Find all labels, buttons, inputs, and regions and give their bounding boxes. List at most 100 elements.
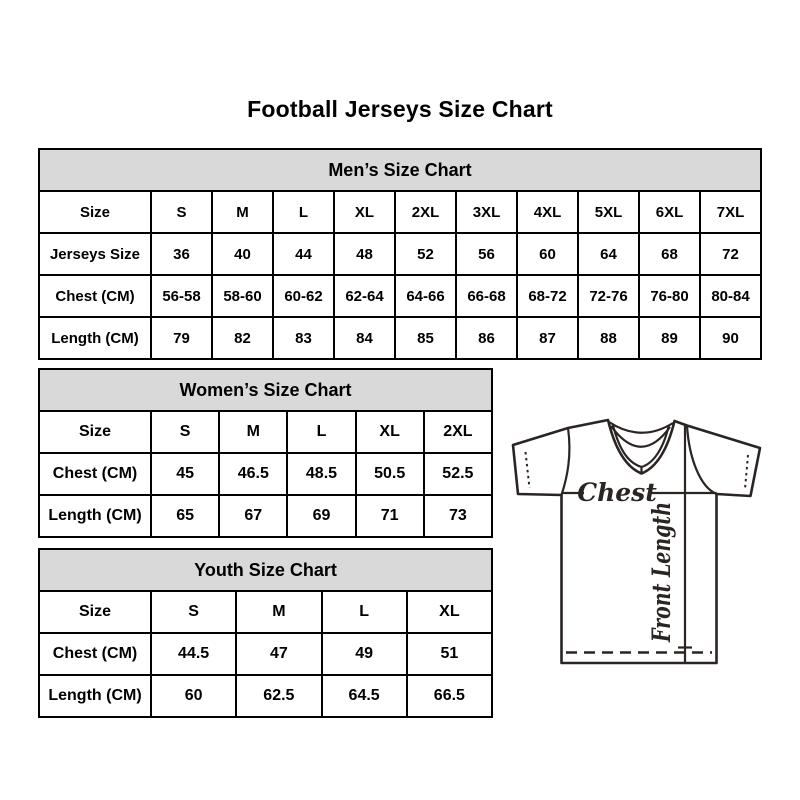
value-cell: 36 bbox=[150, 232, 213, 276]
collar-back-arc-inner bbox=[610, 425, 671, 448]
value-cell: 69 bbox=[286, 494, 357, 538]
front-length-label: Front Length bbox=[647, 502, 676, 643]
row-header-cell: Chest (CM) bbox=[38, 452, 152, 496]
value-cell: 76-80 bbox=[638, 274, 701, 318]
table-row: Size S M L XL bbox=[38, 590, 494, 634]
row-header-cell: Length (CM) bbox=[38, 316, 152, 360]
value-cell: 60 bbox=[149, 674, 238, 718]
value-cell: 79 bbox=[150, 316, 213, 360]
value-cell: 80-84 bbox=[699, 274, 762, 318]
value-cell: 82 bbox=[211, 316, 274, 360]
row-header-cell: Length (CM) bbox=[38, 674, 152, 718]
value-cell: 68-72 bbox=[516, 274, 579, 318]
youth-size-table: Youth Size Chart Size S M L XL Chest (CM) 44.5… bbox=[38, 548, 494, 718]
value-cell: 84 bbox=[333, 316, 396, 360]
value-cell: 87 bbox=[516, 316, 579, 360]
value-cell: 58-60 bbox=[211, 274, 274, 318]
table-header-row: Women’s Size Chart bbox=[38, 368, 493, 412]
value-cell: 5XL bbox=[577, 190, 640, 234]
value-cell: 44 bbox=[272, 232, 335, 276]
value-cell: 7XL bbox=[699, 190, 762, 234]
value-cell: 47 bbox=[235, 632, 323, 676]
jersey-outline bbox=[511, 418, 762, 665]
value-cell: 50.5 bbox=[354, 452, 425, 496]
value-cell: L bbox=[320, 590, 408, 634]
table-row: Chest (CM) 45 46.5 48.5 50.5 52.5 bbox=[38, 452, 494, 496]
value-cell: XL bbox=[333, 190, 396, 234]
womens-table-title: Women’s Size Chart bbox=[38, 368, 493, 412]
value-cell: M bbox=[211, 190, 274, 234]
value-cell: S bbox=[150, 190, 213, 234]
value-cell: M bbox=[235, 590, 323, 634]
value-cell: 68 bbox=[638, 232, 701, 276]
table-header-row: Men’s Size Chart bbox=[38, 148, 762, 192]
value-cell: 48 bbox=[333, 232, 396, 276]
table-row: Jerseys Size 36 40 44 48 52 56 60 64 68 72 bbox=[38, 232, 762, 276]
value-cell: 67 bbox=[218, 494, 289, 538]
value-cell: 66.5 bbox=[405, 674, 494, 718]
armhole-seam-left bbox=[560, 427, 571, 496]
value-cell: 44.5 bbox=[149, 632, 238, 676]
value-cell: L bbox=[272, 190, 335, 234]
value-cell: 52.5 bbox=[422, 452, 494, 496]
mens-size-table: Men’s Size Chart Size S M L XL 2XL 3XL 4XL 5XL 6X… bbox=[38, 148, 762, 360]
value-cell: 62.5 bbox=[235, 674, 323, 718]
value-cell: 64-66 bbox=[394, 274, 457, 318]
value-cell: 83 bbox=[272, 316, 335, 360]
value-cell: 62-64 bbox=[333, 274, 396, 318]
value-cell: 73 bbox=[422, 494, 494, 538]
value-cell: 2XL bbox=[422, 410, 494, 454]
value-cell: 51 bbox=[405, 632, 494, 676]
cuff-stitch-right bbox=[744, 454, 749, 490]
value-cell: 72-76 bbox=[577, 274, 640, 318]
womens-size-table: Women’s Size Chart Size S M L XL 2XL Chest (CM… bbox=[38, 368, 494, 538]
value-cell: 71 bbox=[354, 494, 425, 538]
table-row: Size S M L XL 2XL bbox=[38, 410, 494, 454]
value-cell: 56-58 bbox=[150, 274, 213, 318]
value-cell: 4XL bbox=[516, 190, 579, 234]
value-cell: XL bbox=[405, 590, 494, 634]
value-cell: L bbox=[286, 410, 357, 454]
value-cell: S bbox=[149, 410, 221, 454]
value-cell: 90 bbox=[699, 316, 762, 360]
value-cell: S bbox=[149, 590, 238, 634]
page-title: Football Jerseys Size Chart bbox=[247, 96, 553, 122]
row-header-cell: Length (CM) bbox=[38, 494, 152, 538]
value-cell: 72 bbox=[699, 232, 762, 276]
value-cell: XL bbox=[354, 410, 425, 454]
table-row: Length (CM) 79 82 83 84 85 86 87 88 89 90 bbox=[38, 316, 762, 360]
value-cell: 60 bbox=[516, 232, 579, 276]
value-cell: 48.5 bbox=[286, 452, 357, 496]
value-cell: 65 bbox=[149, 494, 221, 538]
value-cell: 3XL bbox=[455, 190, 518, 234]
mens-table-title: Men’s Size Chart bbox=[38, 148, 762, 192]
value-cell: 88 bbox=[577, 316, 640, 360]
value-cell: 40 bbox=[211, 232, 274, 276]
value-cell: 49 bbox=[320, 632, 408, 676]
row-header-cell: Size bbox=[38, 590, 152, 634]
row-header-cell: Jerseys Size bbox=[38, 232, 152, 276]
value-cell: 86 bbox=[455, 316, 518, 360]
value-cell: 64.5 bbox=[320, 674, 408, 718]
chest-label: Chest bbox=[577, 478, 657, 507]
youth-table-title: Youth Size Chart bbox=[38, 548, 493, 592]
value-cell: 45 bbox=[149, 452, 221, 496]
table-row: Chest (CM) 44.5 47 49 51 bbox=[38, 632, 494, 676]
table-header-row: Youth Size Chart bbox=[38, 548, 493, 592]
value-cell: 89 bbox=[638, 316, 701, 360]
value-cell: 64 bbox=[577, 232, 640, 276]
row-header-cell: Chest (CM) bbox=[38, 632, 152, 676]
armhole-seam-right bbox=[685, 425, 717, 496]
table-row: Size S M L XL 2XL 3XL 4XL 5XL 6XL 7XL bbox=[38, 190, 762, 234]
table-row: Chest (CM) 56-58 58-60 60-62 62-64 64-66 66-68… bbox=[38, 274, 762, 318]
value-cell: 6XL bbox=[638, 190, 701, 234]
row-header-cell: Size bbox=[38, 190, 152, 234]
table-row: Length (CM) 60 62.5 64.5 66.5 bbox=[38, 674, 494, 718]
collar-back-arc-outer bbox=[608, 421, 674, 434]
value-cell: 60-62 bbox=[272, 274, 335, 318]
jersey-measurement-diagram: Chest Front Length bbox=[511, 418, 762, 665]
value-cell: M bbox=[218, 410, 289, 454]
value-cell: 85 bbox=[394, 316, 457, 360]
value-cell: 52 bbox=[394, 232, 457, 276]
